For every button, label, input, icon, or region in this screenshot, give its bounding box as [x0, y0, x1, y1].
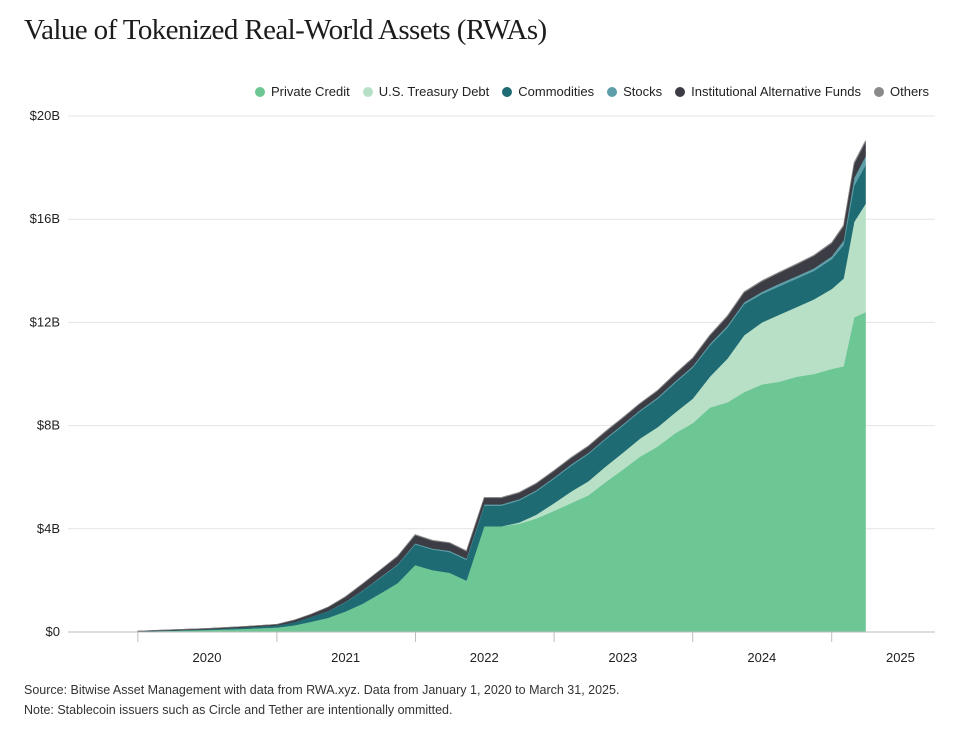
chart-title: Value of Tokenized Real-World Assets (RW… [24, 14, 547, 46]
legend-swatch [362, 86, 373, 97]
source-note: Source: Bitwise Asset Management with da… [24, 683, 620, 697]
legend-swatch [502, 86, 513, 97]
x-tick-label: 2024 [747, 650, 776, 665]
legend-item-us-treasury-debt: U.S. Treasury Debt [362, 84, 490, 99]
legend-item-commodities: Commodities [502, 84, 594, 99]
y-tick-label: $0 [46, 624, 60, 639]
legend-label: Institutional Alternative Funds [691, 84, 861, 99]
legend-label: U.S. Treasury Debt [378, 84, 490, 99]
x-tick-label: 2021 [331, 650, 360, 665]
legend-label: Others [889, 84, 929, 99]
legend-item-private-credit: Private Credit [254, 84, 350, 99]
legend-swatch [607, 86, 618, 97]
x-tick-label: 2023 [608, 650, 637, 665]
stablecoin-note: Note: Stablecoin issuers such as Circle … [24, 703, 453, 717]
legend-item-institutional-alternative-funds: Institutional Alternative Funds [675, 84, 861, 99]
legend-label: Stocks [623, 84, 663, 99]
legend-item-others: Others [873, 84, 929, 99]
area-series [137, 140, 866, 633]
y-tick-label: $8B [37, 418, 60, 433]
footnotes: Source: Bitwise Asset Management with da… [24, 680, 619, 720]
legend-swatch [873, 86, 884, 97]
legend-label: Private Credit [270, 84, 350, 99]
y-tick-label: $16B [30, 211, 60, 226]
legend-swatch [254, 86, 265, 97]
legend-item-stocks: Stocks [607, 84, 662, 99]
area-others [137, 140, 866, 632]
y-tick-label: $4B [37, 521, 60, 536]
y-tick-label: $20B [30, 108, 60, 123]
x-tick-label: 2020 [193, 650, 222, 665]
x-tick-label: 2025 [886, 650, 915, 665]
axes: $0 $4B $8B $12B $16B $20B 2020 2021 2022 2023 2024… [30, 108, 935, 665]
y-tick-label: $12B [30, 314, 60, 329]
legend-label: Commodities [518, 84, 595, 99]
x-tick-label: 2022 [470, 650, 499, 665]
chart-legend: Private Credit U.S. Treasury Debt Commod… [254, 84, 929, 99]
stacked-area-chart: $0 $4B $8B $12B $16B $20B 2020 2021 2022 2023 2024… [30, 108, 935, 665]
legend-swatch [675, 86, 686, 97]
